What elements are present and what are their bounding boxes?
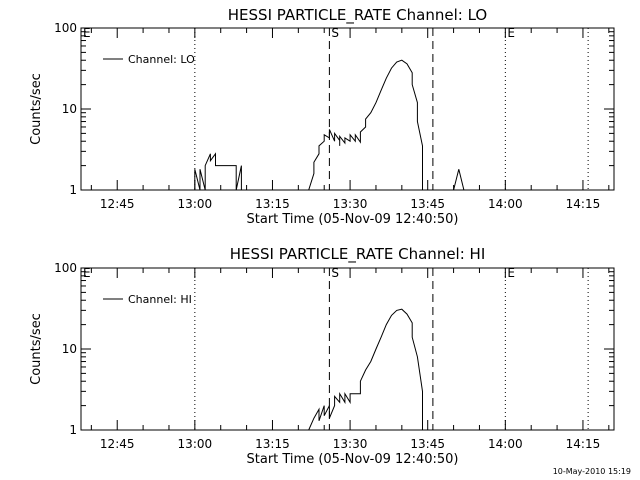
- event-marker-label: S: [331, 26, 339, 40]
- x-tick-label: 12:45: [100, 437, 135, 451]
- y-tick-label: 1: [69, 423, 77, 437]
- event-marker-label: E: [507, 266, 515, 280]
- event-marker-label: E: [83, 26, 91, 40]
- y-axis-label: Counts/sec: [29, 313, 44, 385]
- chart-panel-hi: HESSI PARTICLE_RATE Channel: HI 1 10 100 12:…: [29, 245, 615, 467]
- y-tick-label: 10: [62, 102, 77, 116]
- event-marker-label: S: [331, 266, 339, 280]
- chart-title: HESSI PARTICLE_RATE Channel: HI: [230, 245, 486, 264]
- x-axis-label: Start Time (05-Nov-09 12:40:50): [247, 452, 459, 467]
- x-tick-label: 13:15: [255, 197, 290, 211]
- y-tick-label: 10: [62, 342, 77, 356]
- legend-label: Channel: HI: [128, 293, 192, 306]
- series-line: [308, 308, 423, 431]
- chart-panel-lo: HESSI PARTICLE_RATE Channel: LO 1 10 100 12:…: [29, 6, 615, 227]
- x-tick-label: 13:45: [410, 197, 445, 211]
- series-line: [194, 59, 465, 191]
- x-tick-label: 14:15: [566, 197, 601, 211]
- event-marker-label: E: [83, 266, 91, 280]
- x-tick-label: 13:30: [333, 197, 368, 211]
- x-axis-label: Start Time (05-Nov-09 12:40:50): [247, 212, 459, 227]
- timestamp: 10-May-2010 15:19: [553, 467, 631, 476]
- y-tick-label: 100: [54, 21, 77, 35]
- x-tick-label: 14:15: [566, 437, 601, 451]
- x-tick-label: 12:45: [100, 197, 135, 211]
- x-tick-label: 13:00: [178, 197, 213, 211]
- y-axis-label: Counts/sec: [29, 73, 44, 145]
- event-marker-label: E: [507, 26, 515, 40]
- x-tick-label: 13:15: [255, 437, 290, 451]
- y-tick-label: 100: [54, 261, 77, 275]
- x-tick-label: 13:00: [178, 437, 213, 451]
- x-tick-label: 13:30: [333, 437, 368, 451]
- x-tick-label: 14:00: [488, 437, 523, 451]
- x-tick-label: 13:45: [410, 437, 445, 451]
- legend-label: Channel: LO: [128, 53, 195, 66]
- chart-title: HESSI PARTICLE_RATE Channel: LO: [228, 6, 487, 25]
- y-tick-label: 1: [69, 183, 77, 197]
- x-tick-label: 14:00: [488, 197, 523, 211]
